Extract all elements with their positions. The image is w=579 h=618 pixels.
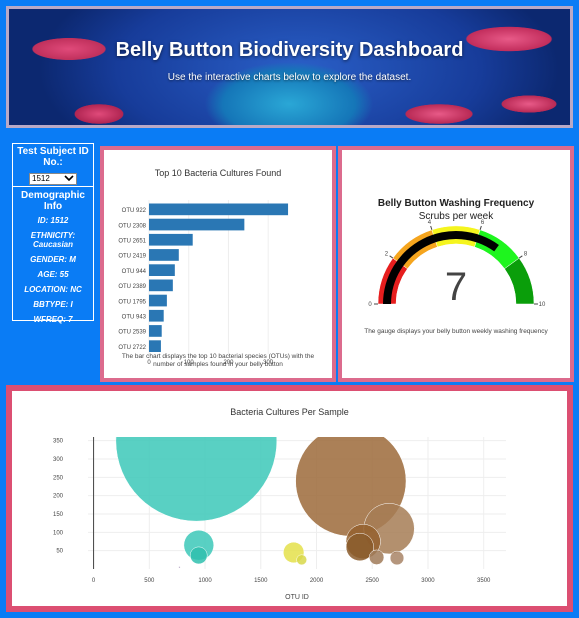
bar-category-label: OTU 2308: [118, 223, 146, 229]
demographic-ethnicity: ETHNICITY: Caucasian: [30, 231, 76, 249]
bubble-point-8[interactable]: [368, 549, 385, 565]
demographic-age: AGE: 55: [37, 270, 69, 279]
bubble-point-0[interactable]: [115, 391, 278, 522]
page-title: Belly Button Biodiversity Dashboard: [115, 39, 464, 61]
gauge-tick-label: 2: [385, 251, 389, 257]
gauge-tick-label: 4: [428, 220, 432, 226]
bubble-x-tick-label: 1500: [254, 578, 268, 584]
bar-category-label: OTU 922: [122, 208, 147, 214]
gauge-title: Belly Button Washing Frequency: [377, 198, 535, 209]
subject-selector-label: Test Subject ID No.:: [17, 146, 89, 168]
gauge-tick-label: 0: [368, 302, 372, 308]
demographic-id: ID: 1512: [37, 216, 69, 225]
chevron-down-icon: [64, 174, 74, 183]
gauge-tick-label: 6: [481, 220, 485, 226]
demographic-wfreq: WFREQ: 7: [33, 315, 73, 324]
bubble-x-tick-label: 2500: [366, 578, 380, 584]
gauge-tick: [430, 225, 433, 230]
gauge-caption: The gauge displays your belly button wee…: [364, 328, 548, 335]
gauge-subtitle: Scrubs per week: [418, 211, 494, 222]
bar-category-label: OTU 2419: [118, 254, 146, 260]
demographic-info-panel: Demographic Info ID: 1512 ETHNICITY: Cau…: [12, 186, 94, 324]
header-banner: Belly Button Biodiversity Dashboard Use …: [6, 6, 573, 128]
demographic-title: Demographic Info: [21, 190, 85, 212]
gauge-tick-label: 8: [524, 251, 528, 257]
bubble-x-tick-label: 0: [92, 578, 96, 584]
bar-otu-2389[interactable]: [149, 279, 173, 292]
bubble-x-tick-label: 500: [144, 578, 155, 584]
bar-otu-1795[interactable]: [149, 294, 167, 307]
bubble-x-tick-label: 3500: [477, 578, 491, 584]
demographic-bbtype: BBTYPE: I: [33, 300, 73, 309]
bar-x-tick-label: 200: [223, 360, 234, 366]
subject-selector-panel: Test Subject ID No.: 1512: [12, 143, 94, 187]
bar-category-label: OTU 2651: [118, 239, 146, 245]
bubble-y-tick-label: 150: [53, 512, 64, 518]
bubble-y-tick-label: 350: [53, 439, 64, 445]
bar-chart-panel: Top 10 Bacteria Cultures Found 0 100 200 30…: [100, 146, 336, 382]
gauge-tick: [389, 255, 394, 259]
bar-category-label: OTU 944: [122, 269, 147, 275]
bubble-x-axis-label: OTU ID: [285, 594, 309, 601]
gauge-band-4: [504, 257, 535, 305]
bar-otu-2308[interactable]: [149, 218, 245, 231]
bar-otu-2651[interactable]: [149, 233, 193, 246]
demographic-location: LOCATION: NC: [24, 285, 82, 294]
subject-id-select[interactable]: 1512: [29, 172, 77, 185]
gauge-tick: [479, 225, 482, 230]
bubble-y-tick-label: 200: [53, 494, 64, 500]
bar-otu-2722[interactable]: [149, 340, 161, 352]
bubble-point-11[interactable]: [178, 566, 181, 569]
bar-x-tick-label: 100: [184, 360, 195, 366]
bar-chart-title: Top 10 Bacteria Cultures Found: [154, 168, 282, 178]
bubble-x-tick-label: 1000: [198, 578, 212, 584]
gauge-tick-label: 10: [539, 302, 546, 308]
bar-category-label: OTU 943: [122, 315, 147, 321]
subject-id-value: 1512: [32, 174, 50, 183]
washing-gauge[interactable]: 0 2 4 6 8 10 7: [342, 150, 570, 378]
gauge-panel: Belly Button Washing Frequency Scrubs pe…: [338, 146, 574, 382]
bar-otu-922[interactable]: [149, 203, 289, 216]
bubble-y-tick-label: 300: [53, 457, 64, 463]
bubble-point-5[interactable]: [345, 532, 374, 562]
bubble-chart-title: Bacteria Cultures Per Sample: [230, 407, 349, 417]
bar-otu-943[interactable]: [149, 309, 164, 322]
bar-x-tick-label: 300: [263, 360, 274, 366]
bubble-chart-panel: Bacteria Cultures Per Sample 50 100 150 200…: [6, 385, 573, 612]
bar-otu-2539[interactable]: [149, 325, 162, 337]
bar-category-label: OTU 1795: [118, 299, 146, 305]
bubble-point-10[interactable]: [296, 554, 307, 566]
bar-otu-2419[interactable]: [149, 249, 179, 261]
bar-category-label: OTU 2389: [118, 284, 146, 290]
bubble-point-9[interactable]: [389, 550, 405, 566]
bubble-x-tick-label: 3000: [421, 578, 435, 584]
bar-category-label: OTU 2539: [118, 330, 146, 336]
page-subtitle: Use the interactive charts below to expl…: [167, 72, 412, 83]
bar-otu-944[interactable]: [149, 264, 175, 276]
gauge-value-label: 7: [445, 265, 467, 309]
bubble-point-7[interactable]: [189, 546, 208, 565]
bubble-y-tick-label: 250: [53, 475, 64, 481]
bar-chart[interactable]: 0 100 200 300 OTU 922 OTU 2308 OTU 2651 OTU 241…: [104, 150, 332, 378]
bubble-y-tick-label: 100: [53, 530, 64, 536]
bar-chart-caption: The bar chart displays the top 10 bacter…: [121, 353, 315, 368]
demographic-gender: GENDER: M: [30, 255, 76, 264]
bar-category-label: OTU 2722: [118, 345, 146, 351]
bubble-x-tick-label: 2000: [310, 578, 324, 584]
gauge-tick: [518, 255, 523, 259]
bar-x-tick-label: 0: [147, 360, 151, 366]
bubble-y-tick-label: 50: [56, 549, 63, 555]
gauge-value-bar: [383, 231, 499, 304]
